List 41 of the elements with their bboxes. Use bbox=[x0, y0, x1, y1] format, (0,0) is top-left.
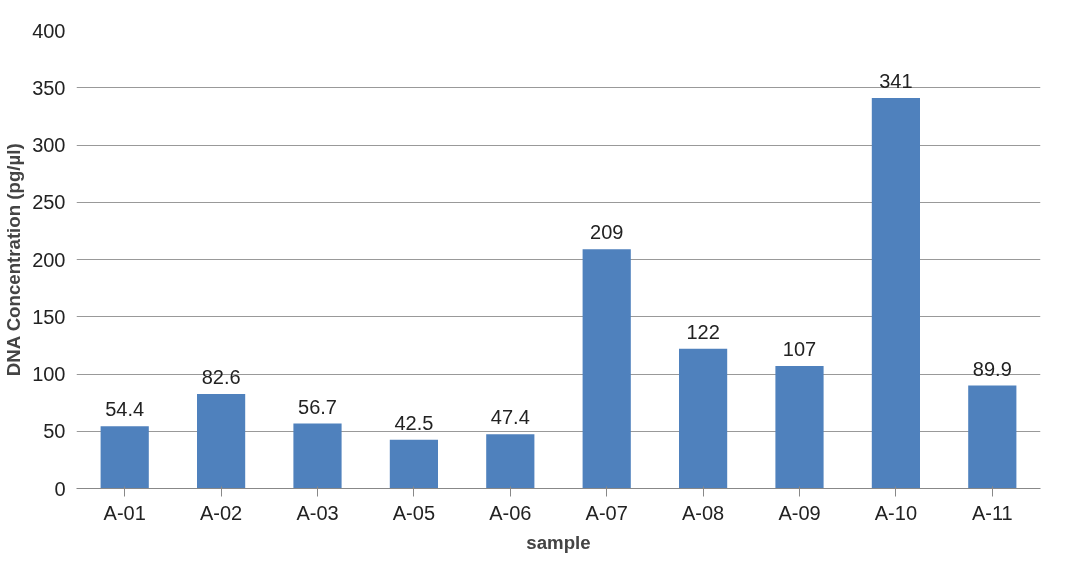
x-tick-label: A-11 bbox=[971, 501, 1013, 524]
bar bbox=[197, 393, 246, 489]
y-tick-label: 50 bbox=[43, 420, 66, 443]
bar bbox=[389, 439, 438, 489]
x-axis-title: sample bbox=[526, 531, 591, 553]
x-tick-label: A-02 bbox=[199, 501, 243, 524]
y-tick-label: 250 bbox=[32, 191, 66, 214]
data-label: 209 bbox=[590, 221, 624, 244]
x-tick-label: A-03 bbox=[296, 501, 339, 524]
y-tick-label: 400 bbox=[32, 19, 66, 42]
data-label: 54.4 bbox=[105, 398, 145, 421]
x-tick-label: A-01 bbox=[103, 501, 146, 524]
y-tick-label: 350 bbox=[32, 76, 66, 99]
data-label: 341 bbox=[879, 70, 913, 93]
bar bbox=[582, 249, 631, 489]
data-label: 56.7 bbox=[298, 395, 337, 418]
y-tick-label: 150 bbox=[32, 305, 66, 328]
x-tick-label: A-09 bbox=[778, 501, 821, 524]
data-label: 122 bbox=[686, 320, 720, 343]
bar bbox=[293, 423, 342, 489]
bar bbox=[100, 426, 149, 489]
bar bbox=[968, 385, 1017, 489]
x-tick-label: A-08 bbox=[681, 501, 725, 524]
bar bbox=[775, 365, 824, 489]
x-tick-label: A-05 bbox=[392, 501, 436, 524]
data-label: 89.9 bbox=[972, 357, 1012, 380]
data-label: 47.4 bbox=[490, 406, 530, 429]
bar bbox=[871, 98, 920, 489]
x-tick-label: A-10 bbox=[874, 501, 918, 524]
data-label: 82.6 bbox=[201, 365, 241, 388]
bar bbox=[486, 434, 535, 489]
data-label: 42.5 bbox=[394, 411, 434, 434]
x-tick-label: A-06 bbox=[489, 501, 532, 524]
y-axis-title: DNA Concentration (pg/µl) bbox=[3, 143, 25, 377]
y-tick-label: 100 bbox=[32, 363, 66, 385]
x-tick-label: A-07 bbox=[585, 501, 628, 524]
y-tick-label: 300 bbox=[32, 134, 66, 156]
y-tick-label: 0 bbox=[54, 477, 66, 500]
bar bbox=[679, 348, 728, 489]
y-tick-label: 200 bbox=[32, 248, 66, 271]
data-label: 107 bbox=[782, 337, 817, 360]
